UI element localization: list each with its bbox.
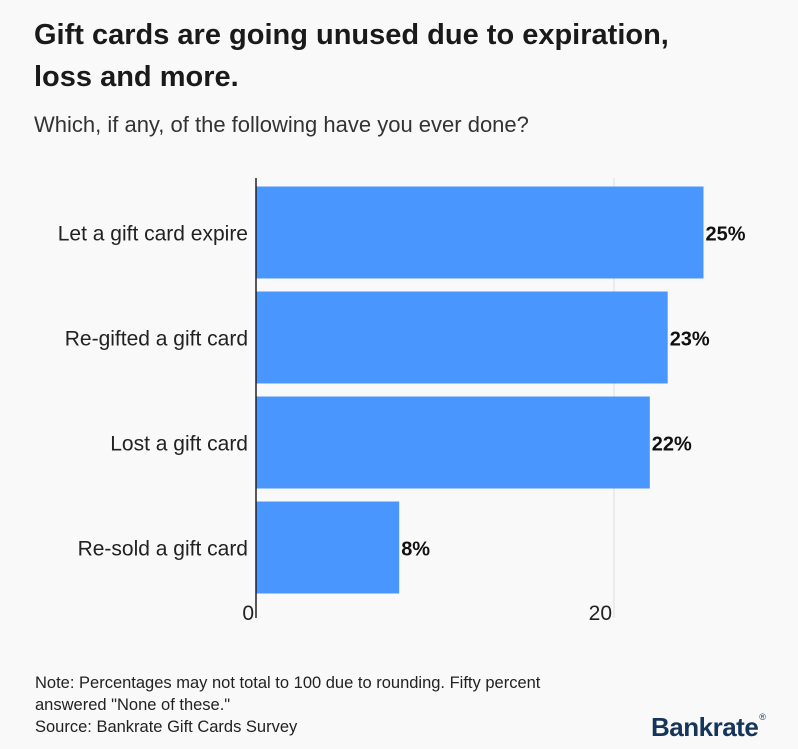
category-label: Re-gifted a gift card	[65, 328, 248, 351]
bankrate-logo: Bankrate®	[651, 712, 766, 743]
value-label: 8%	[401, 539, 430, 561]
bar	[256, 291, 668, 384]
bar	[256, 186, 704, 279]
logo-registered-mark: ®	[759, 712, 766, 722]
x-tick-label: 0	[242, 602, 254, 625]
category-label: Re-sold a gift card	[78, 538, 248, 561]
x-tick-label: 20	[589, 602, 612, 625]
bar	[256, 501, 400, 594]
value-label: 25%	[706, 224, 746, 246]
category-label: Lost a gift card	[110, 433, 248, 456]
logo-text: Bankrate	[651, 712, 759, 742]
category-label: Let a gift card expire	[58, 223, 248, 246]
chart-title: Gift cards are going unused due to expir…	[34, 19, 669, 93]
bar-chart: Let a gift card expire 25% Re-gifted a gif…	[58, 178, 746, 625]
chart-footnote: Note: Percentages may not total to 100 d…	[35, 672, 555, 738]
bar	[256, 396, 650, 489]
value-label: 23%	[670, 329, 710, 351]
source-text: Source: Bankrate Gift Cards Survey	[35, 718, 298, 736]
note-text: Note: Percentages may not total to 100 d…	[35, 674, 541, 714]
chart-subtitle: Which, if any, of the following have you…	[34, 112, 529, 137]
value-label: 22%	[652, 434, 692, 456]
